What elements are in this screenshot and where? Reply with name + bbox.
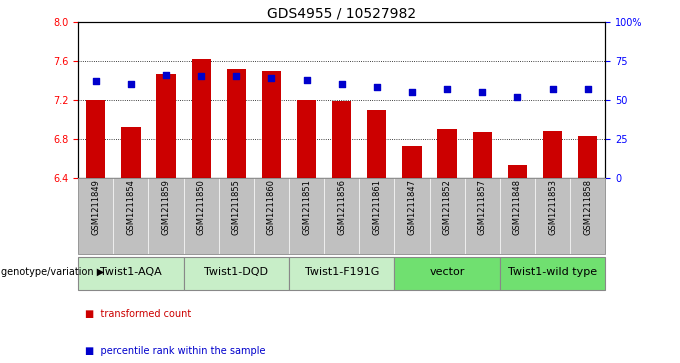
- Point: [442, 86, 453, 92]
- Text: GSM1211860: GSM1211860: [267, 179, 276, 235]
- Text: GSM1211852: GSM1211852: [443, 179, 452, 235]
- Point: [336, 81, 347, 87]
- Text: Twist1-F191G: Twist1-F191G: [305, 268, 379, 277]
- Text: GSM1211847: GSM1211847: [407, 179, 416, 235]
- Bar: [78, 178, 114, 254]
- Text: GSM1211857: GSM1211857: [478, 179, 487, 235]
- Text: GSM1211849: GSM1211849: [91, 179, 100, 235]
- Bar: [184, 178, 219, 254]
- Text: vector: vector: [429, 268, 465, 277]
- Point: [266, 75, 277, 81]
- Bar: [359, 178, 394, 254]
- Point: [125, 81, 136, 87]
- Point: [301, 77, 312, 82]
- Bar: [403, 146, 422, 178]
- Text: GSM1211851: GSM1211851: [302, 179, 311, 235]
- Bar: [226, 69, 246, 178]
- Point: [160, 72, 171, 78]
- Bar: [78, 257, 184, 290]
- Text: GSM1211861: GSM1211861: [373, 179, 381, 235]
- Bar: [254, 178, 289, 254]
- Bar: [184, 257, 289, 290]
- Text: GSM1211858: GSM1211858: [583, 179, 592, 235]
- Bar: [500, 257, 605, 290]
- Text: GSM1211848: GSM1211848: [513, 179, 522, 235]
- Bar: [219, 178, 254, 254]
- Bar: [156, 74, 175, 178]
- Bar: [332, 101, 352, 178]
- Text: genotype/variation ▶: genotype/variation ▶: [1, 268, 105, 277]
- Point: [90, 78, 101, 84]
- Point: [512, 94, 523, 99]
- Text: ■  percentile rank within the sample: ■ percentile rank within the sample: [85, 346, 265, 356]
- Bar: [367, 110, 386, 178]
- Bar: [570, 178, 605, 254]
- Bar: [297, 100, 316, 178]
- Text: Twist1-DQD: Twist1-DQD: [204, 268, 269, 277]
- Point: [547, 86, 558, 92]
- Bar: [464, 178, 500, 254]
- Title: GDS4955 / 10527982: GDS4955 / 10527982: [267, 7, 416, 21]
- Bar: [430, 178, 464, 254]
- Bar: [289, 178, 324, 254]
- Bar: [192, 59, 211, 178]
- Text: GSM1211855: GSM1211855: [232, 179, 241, 235]
- Text: GSM1211854: GSM1211854: [126, 179, 135, 235]
- Bar: [324, 178, 359, 254]
- Point: [582, 86, 593, 92]
- Text: Twist1-AQA: Twist1-AQA: [100, 268, 162, 277]
- Bar: [535, 178, 570, 254]
- Bar: [578, 136, 597, 178]
- Text: GSM1211853: GSM1211853: [548, 179, 557, 235]
- Bar: [148, 178, 184, 254]
- Text: GSM1211856: GSM1211856: [337, 179, 346, 235]
- Point: [371, 85, 382, 90]
- Bar: [121, 127, 141, 178]
- Text: GSM1211850: GSM1211850: [197, 179, 205, 235]
- Text: GSM1211859: GSM1211859: [162, 179, 171, 235]
- Bar: [508, 165, 527, 178]
- Bar: [437, 129, 457, 178]
- Bar: [394, 257, 500, 290]
- Point: [407, 89, 418, 95]
- Bar: [543, 131, 562, 178]
- Bar: [262, 70, 281, 178]
- Bar: [394, 178, 430, 254]
- Bar: [86, 100, 105, 178]
- Point: [231, 74, 242, 79]
- Text: Twist1-wild type: Twist1-wild type: [508, 268, 597, 277]
- Bar: [500, 178, 535, 254]
- Bar: [289, 257, 394, 290]
- Bar: [114, 178, 148, 254]
- Bar: [473, 132, 492, 178]
- Point: [196, 74, 207, 79]
- Point: [477, 89, 488, 95]
- Text: ■  transformed count: ■ transformed count: [85, 309, 191, 319]
